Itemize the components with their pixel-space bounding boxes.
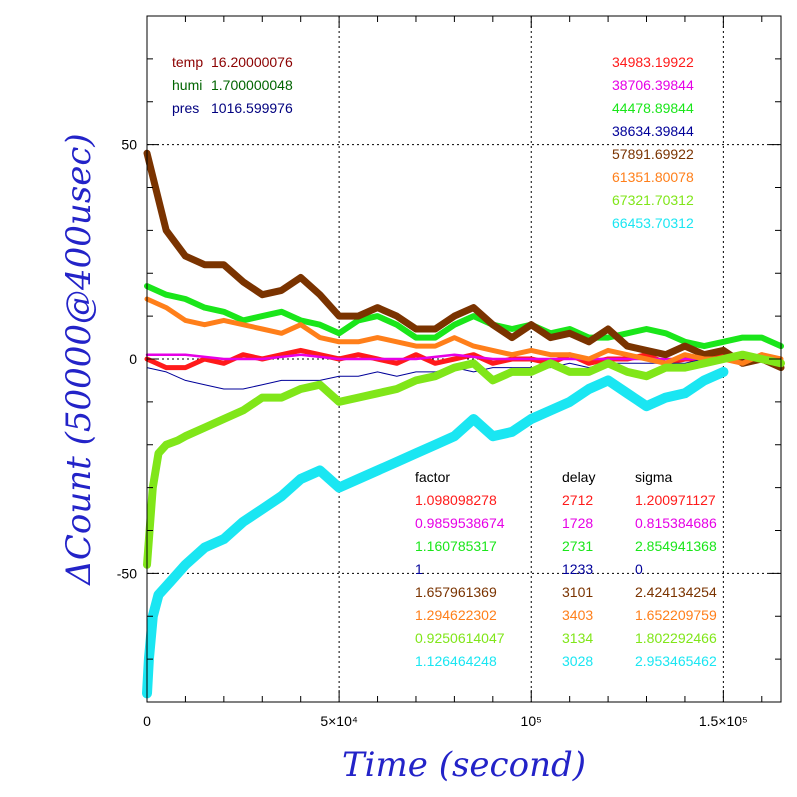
env-value: 1016.599976 (211, 100, 293, 116)
series-mean: 38706.39844 (612, 77, 694, 93)
table-header-sigma: sigma (635, 469, 673, 485)
table-sigma-cell: 0 (635, 561, 643, 577)
table-factor-cell: 1.126464248 (415, 653, 497, 669)
table-factor-cell: 1.294622302 (415, 607, 497, 623)
env-label: humi (172, 77, 202, 93)
table-delay-cell: 1233 (562, 561, 593, 577)
table-sigma-cell: 2.424134254 (635, 584, 717, 600)
table-factor-cell: 1.098098278 (415, 492, 497, 508)
table-delay-cell: 3028 (562, 653, 593, 669)
series-line-5 (144, 296, 784, 366)
table-sigma-cell: 2.953465462 (635, 653, 717, 669)
y-tick-label: 50 (121, 137, 137, 153)
y-axis-title: ΔCount (50000@400usec) (59, 133, 99, 586)
table-sigma-cell: 1.802292466 (635, 630, 717, 646)
table-sigma-cell: 1.652209759 (635, 607, 717, 623)
table-delay-cell: 2731 (562, 538, 593, 554)
series-mean: 34983.19922 (612, 54, 694, 70)
env-value: 16.20000076 (211, 54, 293, 70)
x-tick-label: 0 (143, 713, 151, 729)
series-mean: 38634.39844 (612, 123, 694, 139)
env-label: temp (172, 54, 203, 70)
table-header-delay: delay (562, 469, 595, 485)
tick-marks (147, 16, 781, 702)
table-delay-cell: 3134 (562, 630, 593, 646)
series-line-1 (145, 353, 783, 361)
series-line-6 (143, 350, 785, 569)
table-factor-cell: 1.657961369 (415, 584, 497, 600)
table-factor-cell: 0.9250614047 (415, 630, 505, 646)
table-delay-cell: 3403 (562, 607, 593, 623)
x-tick-label: 10⁵ (521, 713, 542, 729)
x-tick-label: 1.5×10⁵ (699, 713, 748, 729)
env-value: 1.700000048 (211, 77, 293, 93)
table-sigma-cell: 2.854941368 (635, 538, 717, 554)
table-sigma-cell: 0.815384686 (635, 515, 717, 531)
table-delay-cell: 2712 (562, 492, 593, 508)
series-lines (142, 149, 785, 699)
series-mean: 66453.70312 (612, 215, 694, 231)
series-line-2 (144, 283, 784, 350)
y-tick-label: -50 (117, 565, 137, 581)
table-factor-cell: 0.9859538674 (415, 515, 505, 531)
table-factor-cell: 1.160785317 (415, 538, 497, 554)
x-axis-title: Time (second) (342, 745, 586, 785)
series-line-4 (143, 149, 785, 372)
series-line-3 (146, 358, 782, 390)
table-sigma-cell: 1.200971127 (635, 492, 716, 508)
series-mean: 57891.69922 (612, 146, 694, 162)
x-tick-label: 5×10⁴ (320, 713, 358, 729)
env-label: pres (172, 100, 199, 116)
table-delay-cell: 1728 (562, 515, 593, 531)
labels: 0 5×10⁴ 10⁵ 1.5×10⁵ 50 0 -50 temp 16.20000076 hum… (117, 54, 748, 729)
series-line-7 (142, 366, 729, 699)
table-header-factor: factor (415, 469, 450, 485)
y-tick-label: 0 (129, 351, 137, 367)
table-factor-cell: 1 (415, 561, 423, 577)
series-mean: 44478.89844 (612, 100, 694, 116)
table-delay-cell: 3101 (562, 584, 593, 600)
series-mean: 61351.80078 (612, 169, 694, 185)
series-mean: 67321.70312 (612, 192, 694, 208)
